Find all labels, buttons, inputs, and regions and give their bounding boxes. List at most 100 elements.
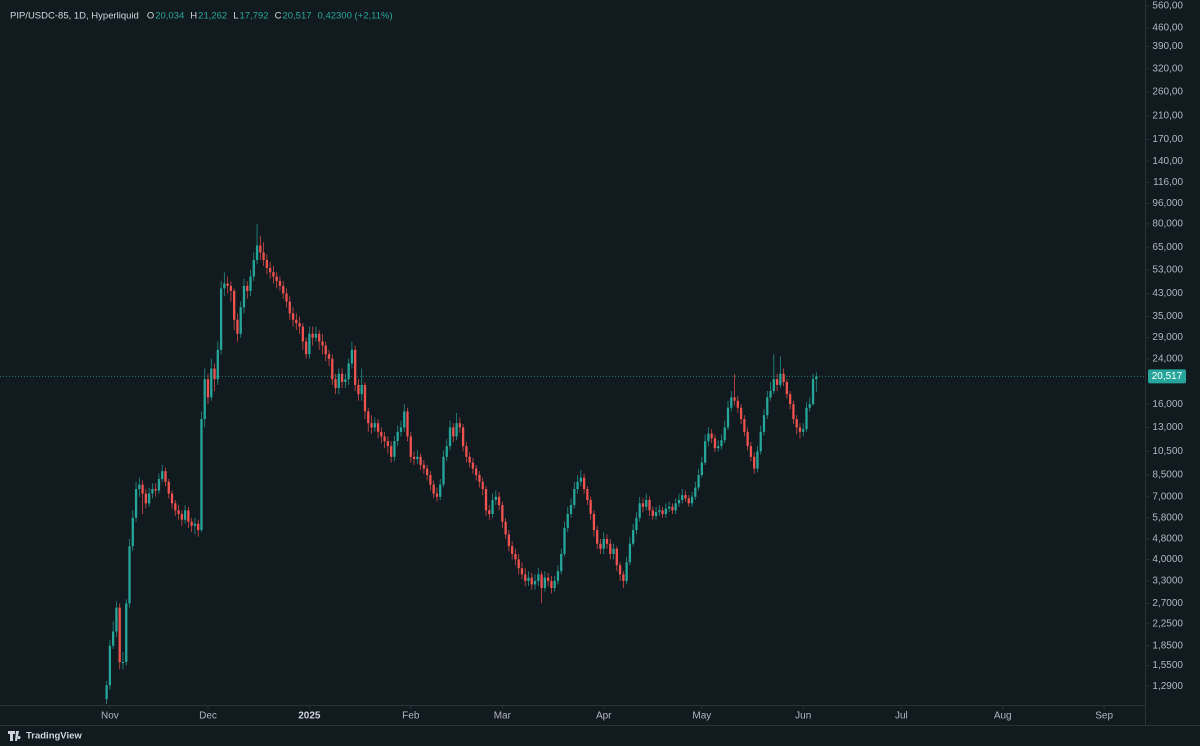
- candle-body: [569, 505, 573, 515]
- last-price-label: 20,517: [1152, 371, 1183, 382]
- candle-body: [468, 456, 471, 463]
- candle-body: [223, 283, 226, 289]
- candle-body: [560, 553, 563, 572]
- candle-body: [161, 471, 164, 480]
- y-tick-label: 96,000: [1152, 198, 1183, 209]
- candle-body: [340, 373, 344, 383]
- candle-body: [291, 313, 295, 320]
- candle-body: [190, 521, 193, 526]
- candle-body: [461, 427, 465, 447]
- candle-body: [311, 333, 314, 338]
- candle-body: [478, 475, 481, 482]
- candle-body: [399, 427, 403, 432]
- candle-body: [700, 462, 703, 476]
- candle-body: [308, 333, 311, 355]
- y-tick-label: 8,5000: [1152, 470, 1183, 481]
- candle-body: [654, 512, 658, 516]
- candle-body: [268, 267, 272, 273]
- candle-body: [550, 580, 553, 588]
- candle-body: [422, 464, 426, 469]
- candle-body: [766, 397, 769, 416]
- candle-body: [785, 382, 789, 395]
- candle-body: [530, 577, 533, 585]
- candle-body: [648, 499, 651, 511]
- candle-body: [278, 281, 282, 286]
- brand: TradingView: [26, 731, 82, 742]
- candle-body: [304, 341, 308, 355]
- candle-body: [229, 285, 233, 291]
- candle-body: [488, 510, 491, 515]
- candle-body: [193, 523, 197, 526]
- candle-body: [403, 411, 406, 428]
- candle-body: [167, 481, 170, 494]
- candle-body: [239, 307, 242, 334]
- x-tick-label: Apr: [596, 711, 612, 722]
- candle-body: [749, 446, 753, 457]
- candle-body: [187, 510, 190, 522]
- x-tick-label: Nov: [101, 711, 119, 722]
- candle-body: [808, 404, 811, 408]
- candle-body: [632, 530, 635, 544]
- candle-body: [524, 574, 527, 581]
- candle-body: [386, 441, 390, 447]
- candle-body: [756, 451, 759, 469]
- candle-body: [157, 479, 161, 491]
- ohlc-key: H: [190, 11, 197, 22]
- y-tick-label: 560,00: [1152, 1, 1183, 12]
- candle-body: [354, 349, 357, 385]
- candle-body: [180, 514, 183, 520]
- candle-body: [216, 349, 219, 380]
- candle-body: [425, 468, 429, 476]
- candle-body: [452, 427, 455, 437]
- candle-body: [762, 415, 766, 432]
- y-tick-label: 2,2500: [1152, 618, 1183, 629]
- candle-body: [573, 489, 576, 506]
- x-tick-label: Sep: [1095, 711, 1113, 722]
- candle-body: [272, 272, 275, 277]
- candle-body: [520, 568, 524, 575]
- candle-body: [105, 685, 108, 699]
- candle-body: [429, 475, 432, 485]
- candle-body: [246, 285, 249, 291]
- candle-body: [334, 379, 337, 388]
- candle-body: [197, 523, 200, 531]
- y-tick-label: 53,000: [1152, 265, 1183, 276]
- candle-body: [517, 559, 520, 569]
- candle-body: [419, 456, 422, 465]
- candle-body: [200, 419, 203, 531]
- candle-body: [458, 423, 461, 428]
- candle-body: [350, 349, 354, 364]
- candle-body: [667, 506, 671, 509]
- y-tick-label: 80,000: [1152, 219, 1183, 230]
- candle-body: [409, 436, 412, 457]
- y-tick-label: 460,00: [1152, 23, 1183, 34]
- candle-body: [677, 499, 681, 504]
- candle-body: [324, 345, 327, 355]
- y-tick-label: 116,00: [1153, 177, 1183, 188]
- candle-body: [347, 363, 350, 380]
- candle-body: [713, 438, 717, 449]
- candle-body: [439, 484, 442, 497]
- candle-body: [138, 484, 141, 490]
- candle-body: [298, 323, 301, 327]
- candle-body: [275, 276, 278, 282]
- ohlc-value: 20,034: [155, 11, 184, 22]
- candle-body: [115, 607, 118, 632]
- candle-body: [262, 252, 265, 260]
- candle-body: [432, 484, 435, 494]
- candle-body: [707, 433, 710, 442]
- candle-body: [507, 534, 511, 547]
- candle-body: [242, 285, 246, 308]
- y-tick-label: 1,8500: [1152, 640, 1183, 651]
- change: 0,42300 (+2,11%): [318, 11, 393, 22]
- candle-body: [599, 543, 602, 549]
- symbol: PIP/USDC-85, 1D, Hyperliquid: [10, 11, 139, 22]
- candle-body: [798, 427, 802, 432]
- candle-body: [602, 538, 605, 549]
- candle-body: [314, 333, 318, 338]
- candle-body: [151, 489, 154, 494]
- candle-body: [720, 440, 723, 447]
- candle-body: [376, 423, 380, 432]
- candle-body: [154, 489, 157, 491]
